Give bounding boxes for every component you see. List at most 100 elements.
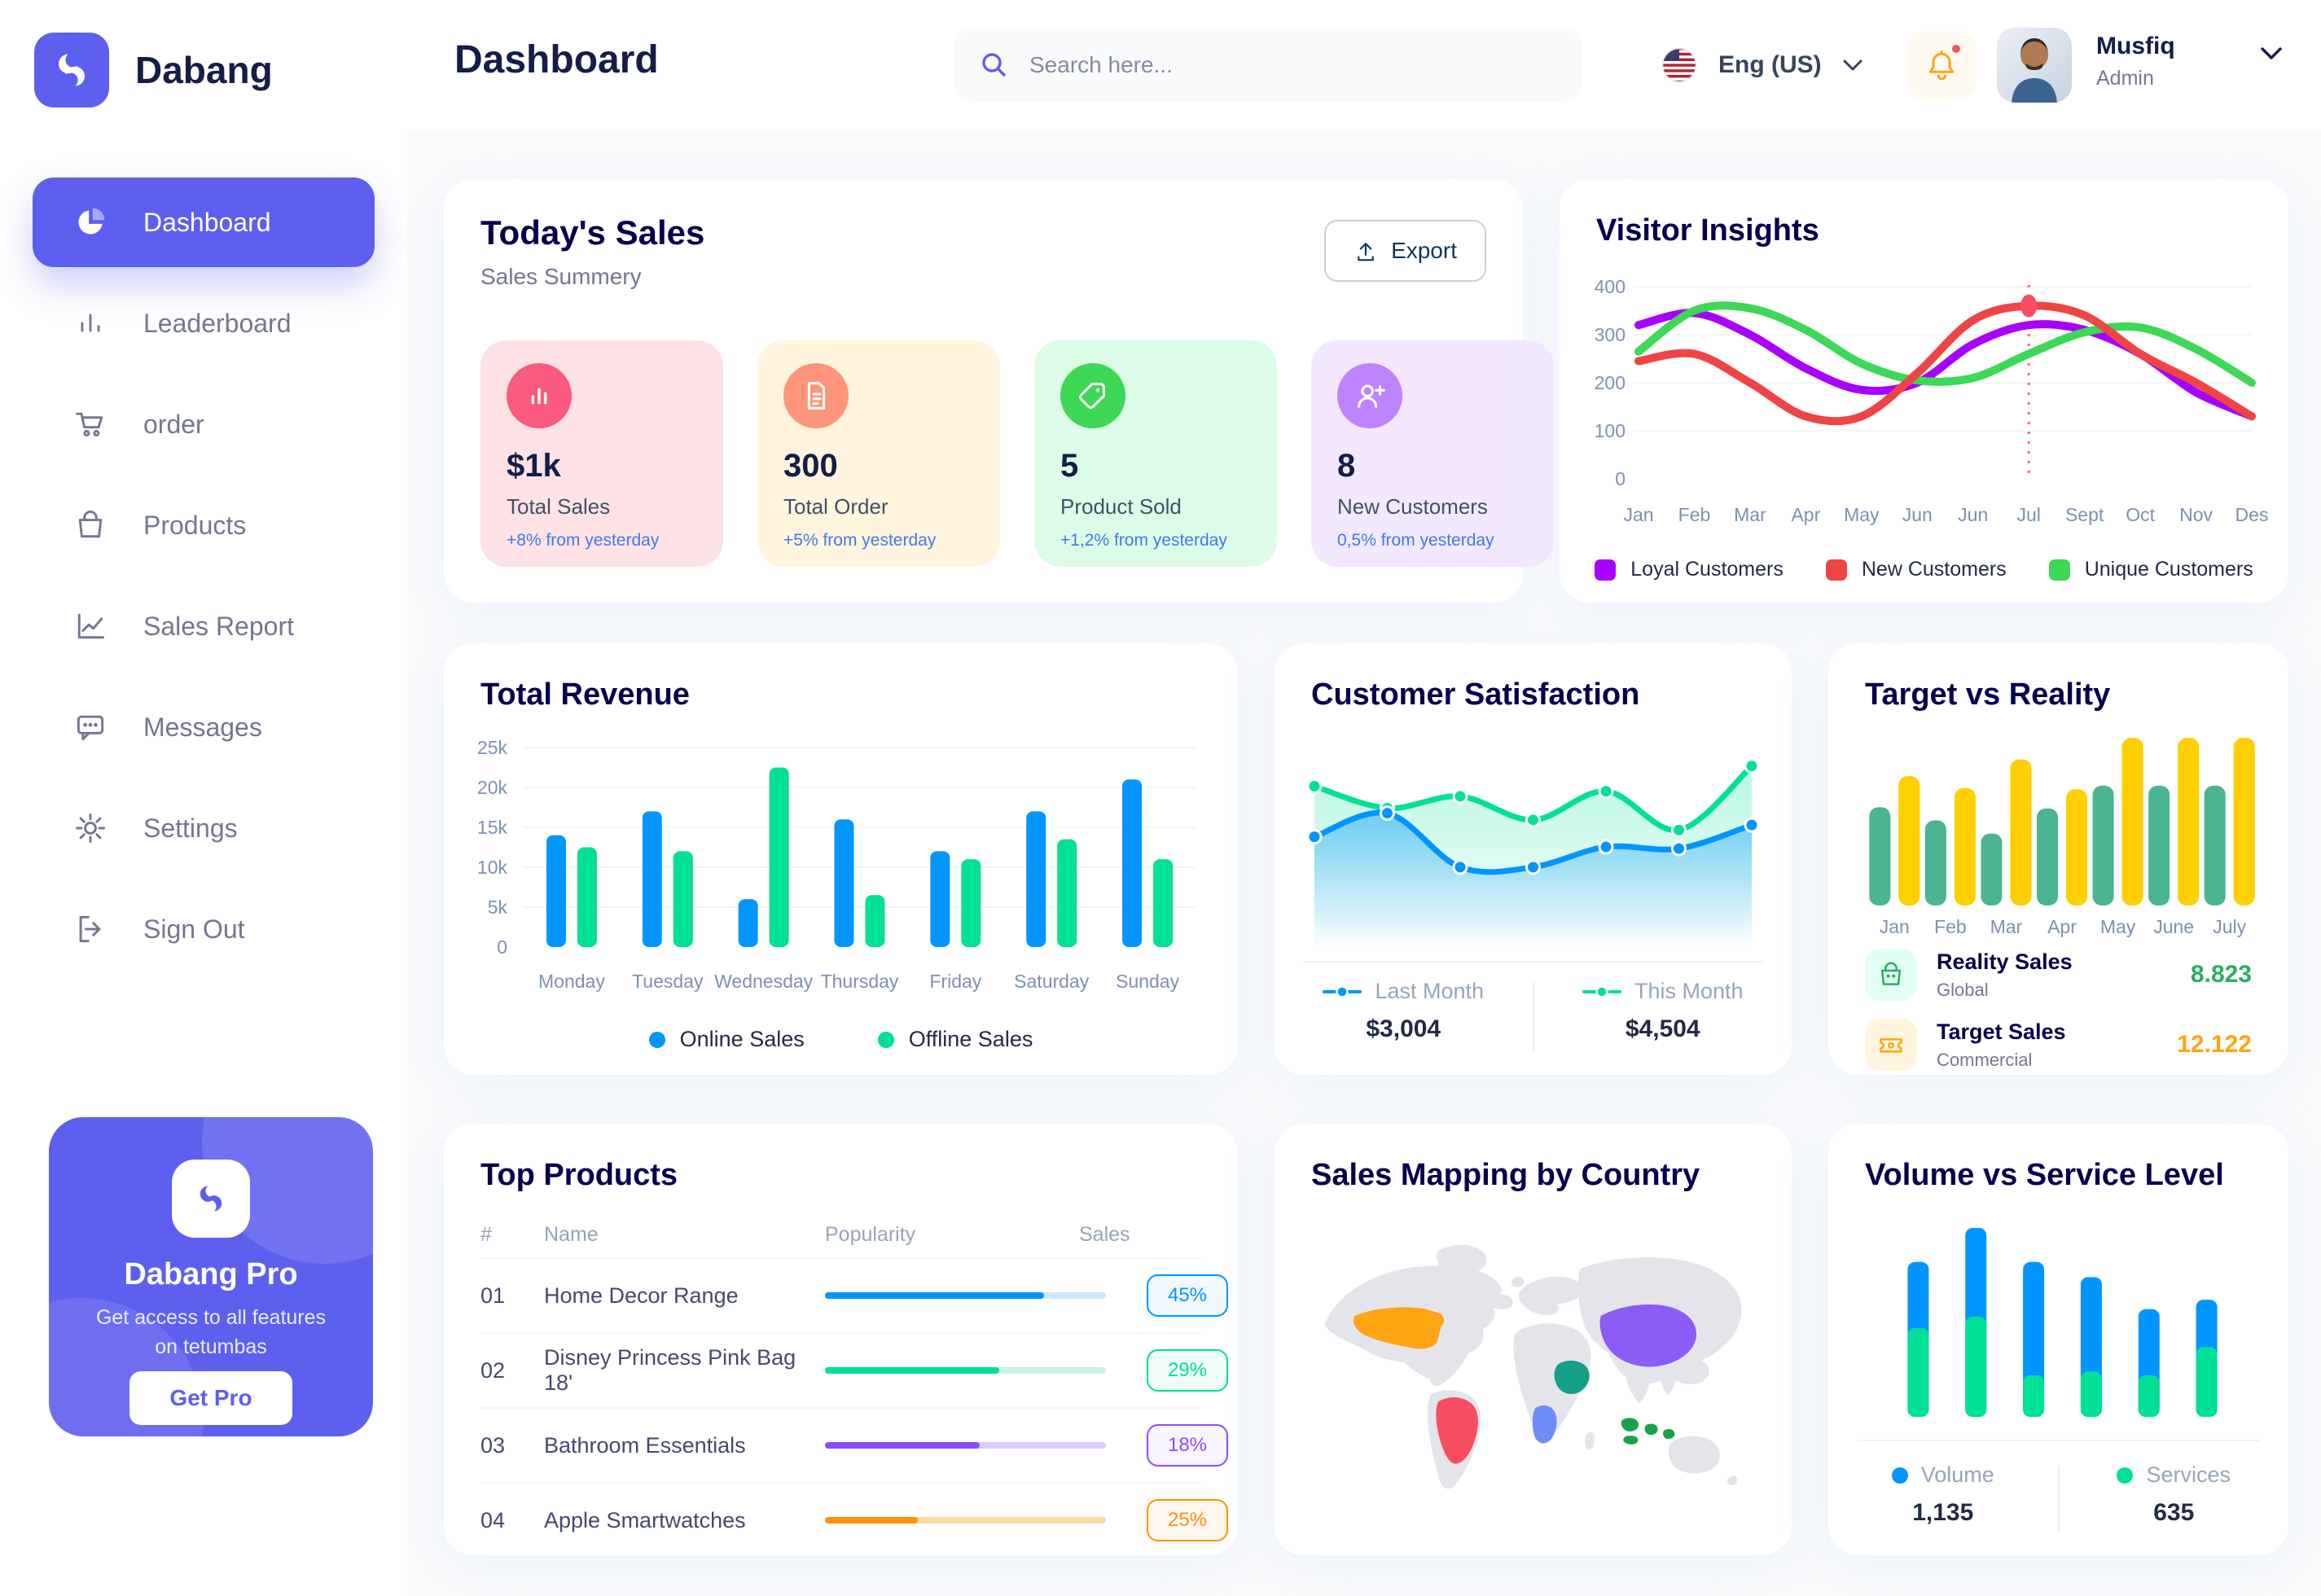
sidebar-item-dashboard[interactable]: Dashboard xyxy=(33,178,375,267)
stat-card-total-order: 300 Total Order +5% from yesterday xyxy=(757,340,1000,567)
column-header: Popularity xyxy=(825,1222,916,1246)
svg-text:May: May xyxy=(1844,504,1880,525)
brand-logo-icon xyxy=(34,33,109,107)
user-name: Musfiq xyxy=(2096,33,2175,59)
volume-vs-service-legend: Volume 1,135 Services 635 xyxy=(1828,1462,2288,1534)
sidebar-item-messages[interactable]: Messages xyxy=(33,682,375,772)
pro-title: Dabang Pro xyxy=(124,1257,298,1291)
sales-badge: 18% xyxy=(1147,1424,1228,1467)
svg-text:Friday: Friday xyxy=(929,971,981,992)
user-menu[interactable]: Musfiq Admin xyxy=(2096,33,2175,90)
stat-card-total-sales: $1k Total Sales +8% from yesterday xyxy=(480,340,723,567)
sidebar-item-leaderboard[interactable]: Leaderboard xyxy=(33,278,375,368)
product-rank: 01 xyxy=(480,1282,506,1308)
bag-icon xyxy=(72,506,109,544)
sidebar-item-label: Dashboard xyxy=(143,207,271,237)
svg-text:Wednesday: Wednesday xyxy=(714,971,814,992)
sidebar-item-sales-report[interactable]: Sales Report xyxy=(33,581,375,671)
language-selector[interactable]: Eng (US) xyxy=(1661,31,1863,99)
bar-chart-icon xyxy=(72,305,109,342)
svg-text:Saturday: Saturday xyxy=(1014,971,1090,992)
target-vs-reality-chart: Jan Feb Mar Apr May June July xyxy=(1846,728,2270,941)
sidebar-item-label: Sign Out xyxy=(143,914,245,944)
legend-item: This Month $4,504 xyxy=(1534,979,1792,1054)
product-rank: 03 xyxy=(480,1432,506,1458)
sidebar-item-sign-out[interactable]: Sign Out xyxy=(33,884,375,974)
svg-text:Jul: Jul xyxy=(2016,504,2040,525)
cart-icon xyxy=(72,406,109,443)
map-country-indonesia xyxy=(1621,1418,1675,1445)
order-doc-icon xyxy=(783,363,849,428)
top-products-title: Top Products xyxy=(480,1158,678,1192)
legend-item: New Customers xyxy=(1825,558,2007,581)
stat-label: Product Sold xyxy=(1060,494,1182,519)
sidebar-item-settings[interactable]: Settings xyxy=(33,783,375,873)
product-rank: 02 xyxy=(480,1357,506,1383)
svg-text:Apr: Apr xyxy=(2047,916,2077,937)
sidebar: Dabang Dashboard Leaderboard order Products… xyxy=(0,0,407,1596)
avatar[interactable] xyxy=(1997,28,2072,103)
notification-button[interactable] xyxy=(1907,31,1976,99)
todays-sales-subtitle: Sales Summery xyxy=(480,264,642,289)
brand: Dabang xyxy=(34,33,273,107)
top-products-card: Top Products # Name Popularity Sales 01 Home … xyxy=(444,1124,1238,1555)
ticket-icon xyxy=(1865,1019,1917,1071)
stat-delta: +5% from yesterday xyxy=(783,531,937,550)
table-row: 02 Disney Princess Pink Bag 18' 29% xyxy=(480,1332,1228,1407)
sidebar-item-products[interactable]: Products xyxy=(33,480,375,570)
chevron-down-icon xyxy=(1843,59,1863,71)
stat-card-new-customers: 8 New Customers 0,5% from yesterday xyxy=(1311,340,1554,567)
product-rank: 04 xyxy=(480,1507,506,1532)
user-chevron-down-icon[interactable] xyxy=(2261,47,2282,60)
stat-label: Total Sales xyxy=(507,494,611,519)
sidebar-item-label: Sales Report xyxy=(143,611,294,641)
bag-icon xyxy=(1865,949,1917,1001)
search-input[interactable] xyxy=(1029,52,1557,78)
svg-text:400: 400 xyxy=(1595,276,1626,297)
export-button[interactable]: Export xyxy=(1324,220,1486,282)
svg-text:5k: 5k xyxy=(488,897,508,918)
pro-description: Get access to all features on tetumbas xyxy=(95,1306,327,1359)
popularity-bar xyxy=(825,1367,1106,1374)
svg-text:0: 0 xyxy=(1615,468,1626,489)
sidebar-item-order[interactable]: order xyxy=(33,379,375,469)
total-revenue-legend: Online Sales Offline Sales xyxy=(444,1027,1238,1052)
svg-text:10k: 10k xyxy=(477,857,508,878)
search-bar[interactable] xyxy=(954,28,1582,102)
table-row: 01 Home Decor Range 45% xyxy=(480,1257,1228,1332)
map-country-saudi xyxy=(1554,1360,1590,1394)
world-map xyxy=(1299,1205,1767,1534)
svg-text:Tuesday: Tuesday xyxy=(632,971,704,992)
svg-text:Des: Des xyxy=(2235,504,2268,525)
divider xyxy=(1857,1440,2260,1441)
stat-delta: +8% from yesterday xyxy=(507,531,660,550)
legend-item: Offline Sales xyxy=(877,1027,1033,1052)
pie-chart-icon xyxy=(72,204,109,241)
column-header: Name xyxy=(544,1222,599,1246)
get-pro-button[interactable]: Get Pro xyxy=(129,1371,292,1425)
top-products-table: # Name Popularity Sales 01 Home Decor Range 45… xyxy=(480,1212,1228,1557)
volume-vs-service-chart xyxy=(1861,1212,2256,1430)
line-chart-icon xyxy=(72,607,109,645)
stat-label: New Customers xyxy=(1337,494,1488,519)
pro-logo-icon xyxy=(172,1160,250,1238)
legend-item: Reality Sales Global 8.823 xyxy=(1865,946,2252,1003)
column-header: Sales xyxy=(1079,1222,1130,1246)
svg-text:Thursday: Thursday xyxy=(821,971,899,992)
stat-value: 8 xyxy=(1337,448,1356,484)
legend-item: Loyal Customers xyxy=(1595,558,1784,581)
legend-item: Last Month $3,004 xyxy=(1275,979,1533,1054)
map-country-china xyxy=(1599,1304,1697,1367)
divider xyxy=(1303,961,1763,962)
svg-text:Jan: Jan xyxy=(1623,504,1653,525)
page-title: Dashboard xyxy=(454,38,659,81)
svg-text:Jun: Jun xyxy=(1902,504,1933,525)
volume-vs-service-title: Volume vs Service Level xyxy=(1865,1158,2224,1192)
user-role: Admin xyxy=(2096,67,2154,90)
svg-text:July: July xyxy=(2213,916,2246,937)
svg-text:300: 300 xyxy=(1595,324,1626,345)
svg-text:Oct: Oct xyxy=(2126,504,2155,525)
svg-text:25k: 25k xyxy=(477,739,508,758)
svg-text:June: June xyxy=(2153,916,2194,937)
sidebar-item-label: Settings xyxy=(143,813,238,843)
